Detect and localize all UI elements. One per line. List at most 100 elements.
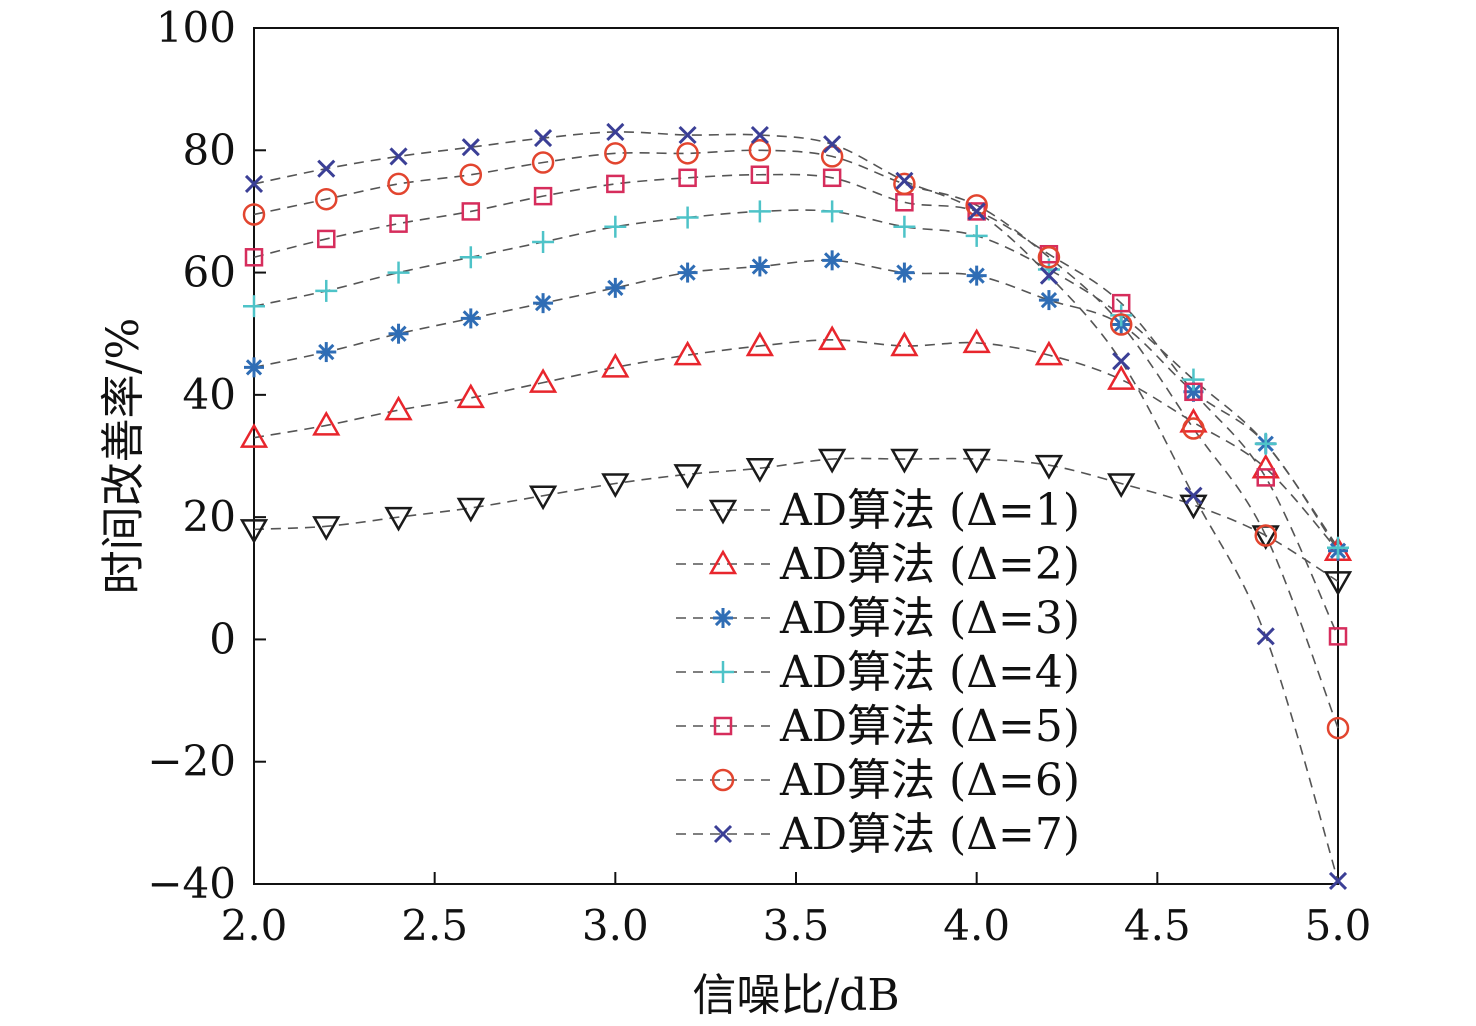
data-point bbox=[817, 325, 847, 351]
data-point bbox=[601, 473, 630, 499]
data-point bbox=[601, 352, 630, 378]
data-point bbox=[894, 262, 915, 283]
legend-marker bbox=[713, 824, 733, 844]
data-point bbox=[821, 200, 844, 223]
y-tick-label: 80 bbox=[183, 125, 236, 174]
legend-marker bbox=[713, 608, 733, 628]
legend-label: AD算法 (Δ=2) bbox=[779, 539, 1080, 590]
data-point bbox=[1327, 536, 1349, 559]
series-markers bbox=[239, 122, 1353, 891]
data-point bbox=[389, 147, 408, 166]
y-tick-label: −40 bbox=[147, 859, 236, 908]
y-tick-label: 0 bbox=[209, 614, 236, 663]
data-point bbox=[748, 139, 772, 162]
data-point bbox=[456, 497, 485, 523]
data-point bbox=[242, 203, 266, 226]
legend-marker bbox=[708, 499, 738, 525]
data-point bbox=[749, 256, 770, 277]
legend-item: AD算法 (Δ=2) bbox=[676, 539, 1080, 590]
legend-item: AD算法 (Δ=6) bbox=[676, 755, 1080, 806]
y-tick-label: 100 bbox=[156, 3, 236, 52]
data-point bbox=[820, 145, 844, 168]
data-point bbox=[890, 448, 919, 474]
data-point bbox=[387, 261, 410, 284]
data-point bbox=[605, 277, 626, 298]
data-point bbox=[1323, 571, 1353, 596]
data-point bbox=[606, 122, 625, 142]
data-point bbox=[822, 250, 843, 271]
legend-label: AD算法 (Δ=5) bbox=[779, 701, 1080, 752]
data-point bbox=[387, 172, 410, 196]
legend-label: AD算法 (Δ=1) bbox=[779, 485, 1080, 536]
data-point bbox=[1038, 290, 1059, 311]
y-tick-label: 40 bbox=[183, 370, 236, 419]
data-point bbox=[1182, 368, 1205, 391]
data-point bbox=[1034, 454, 1064, 480]
data-point bbox=[312, 410, 341, 436]
data-point bbox=[533, 293, 554, 314]
data-point bbox=[822, 168, 842, 188]
data-point bbox=[677, 262, 698, 283]
legend-item: AD算法 (Δ=4) bbox=[676, 647, 1080, 698]
legend-marker bbox=[713, 716, 733, 736]
data-point bbox=[1328, 627, 1348, 646]
x-tick-label: 3.5 bbox=[763, 901, 830, 950]
data-point bbox=[678, 125, 697, 145]
y-axis-title: 时间改善率/% bbox=[98, 318, 149, 595]
data-point bbox=[673, 464, 702, 489]
data-point bbox=[673, 340, 702, 366]
data-point bbox=[890, 331, 919, 357]
data-point bbox=[823, 135, 842, 154]
data-point bbox=[244, 174, 264, 193]
data-point bbox=[1037, 246, 1061, 269]
data-point bbox=[1107, 473, 1136, 499]
data-point bbox=[1328, 871, 1348, 891]
data-point bbox=[817, 448, 847, 474]
data-point bbox=[388, 323, 409, 344]
legend-item: AD算法 (Δ=3) bbox=[676, 593, 1080, 644]
x-tick-label: 5.0 bbox=[1305, 901, 1372, 950]
data-point bbox=[1326, 716, 1350, 740]
data-point bbox=[893, 215, 916, 238]
data-point bbox=[1039, 266, 1058, 285]
data-point bbox=[1109, 313, 1133, 336]
data-point bbox=[678, 168, 697, 188]
data-point bbox=[1184, 486, 1203, 505]
data-point bbox=[1107, 365, 1136, 390]
legend-item: AD算法 (Δ=1) bbox=[676, 485, 1080, 536]
data-point bbox=[895, 193, 914, 212]
data-point bbox=[962, 448, 991, 474]
data-point bbox=[459, 246, 482, 269]
data-point bbox=[384, 506, 413, 532]
data-point bbox=[604, 142, 627, 165]
data-point bbox=[456, 383, 485, 409]
legend-label: AD算法 (Δ=6) bbox=[779, 755, 1080, 806]
data-point bbox=[895, 171, 914, 190]
data-point bbox=[531, 151, 555, 174]
x-tick-label: 4.5 bbox=[1124, 901, 1191, 950]
data-point bbox=[459, 163, 483, 186]
data-point bbox=[606, 174, 625, 194]
data-point bbox=[967, 202, 986, 221]
data-point bbox=[962, 328, 991, 354]
y-tick-label: 60 bbox=[183, 248, 236, 297]
legend-item: AD算法 (Δ=5) bbox=[676, 701, 1080, 752]
legend-label: AD算法 (Δ=3) bbox=[779, 593, 1080, 644]
data-point bbox=[965, 194, 988, 217]
legend-label: AD算法 (Δ=7) bbox=[779, 809, 1080, 860]
y-tick-label: −20 bbox=[147, 737, 236, 786]
data-point bbox=[532, 231, 555, 253]
data-point bbox=[1251, 453, 1280, 479]
series-line bbox=[253, 131, 1339, 882]
data-point bbox=[1179, 494, 1208, 520]
data-point bbox=[317, 159, 336, 178]
data-point bbox=[239, 423, 269, 448]
data-point bbox=[750, 165, 770, 184]
data-point bbox=[315, 187, 338, 211]
data-point bbox=[676, 206, 699, 229]
series-line bbox=[253, 339, 1339, 552]
legend-marker bbox=[711, 768, 735, 792]
x-axis-title: 信噪比/dB bbox=[692, 970, 899, 1021]
data-point bbox=[1111, 293, 1131, 313]
